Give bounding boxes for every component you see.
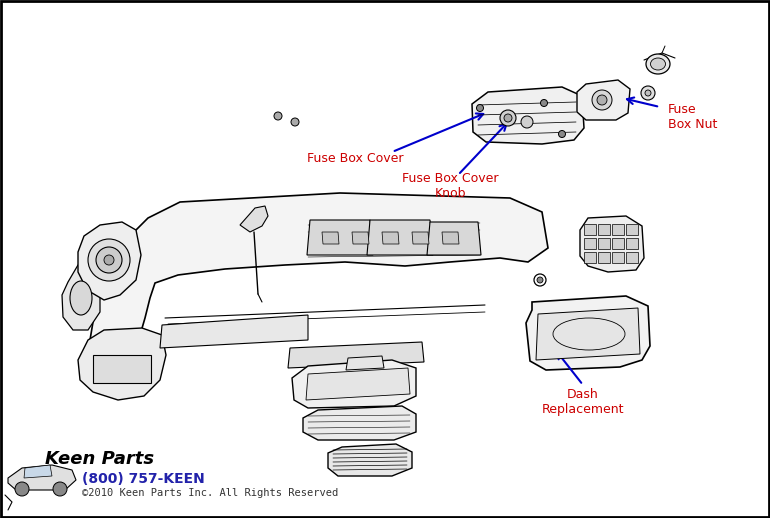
Circle shape [534,274,546,286]
Polygon shape [292,360,416,408]
Circle shape [15,482,29,496]
Polygon shape [322,232,339,244]
Polygon shape [536,308,640,360]
Bar [626,252,638,263]
Ellipse shape [70,281,92,315]
Polygon shape [24,465,52,478]
Bar [626,238,638,249]
Polygon shape [427,222,481,255]
Bar [598,238,610,249]
Circle shape [597,95,607,105]
Circle shape [645,90,651,96]
Polygon shape [307,220,373,255]
Circle shape [291,118,299,126]
Text: ©2010 Keen Parts Inc. All Rights Reserved: ©2010 Keen Parts Inc. All Rights Reserve… [82,488,338,498]
Circle shape [537,277,543,283]
Text: Fuse Box Cover
Knob: Fuse Box Cover Knob [402,172,498,200]
Polygon shape [412,232,429,244]
Circle shape [500,110,516,126]
Bar [612,238,624,249]
Polygon shape [472,87,584,144]
Text: (800) 757-KEEN: (800) 757-KEEN [82,472,205,486]
Polygon shape [62,260,100,330]
Text: Keen Parts: Keen Parts [45,450,154,468]
Circle shape [558,131,565,137]
Circle shape [477,105,484,111]
Polygon shape [160,315,308,348]
Polygon shape [306,368,410,400]
Polygon shape [442,232,459,244]
Bar [93,355,151,383]
Circle shape [104,255,114,265]
Bar [584,252,596,263]
Polygon shape [367,220,433,255]
Circle shape [53,482,67,496]
Polygon shape [346,356,384,370]
Polygon shape [577,80,630,120]
Polygon shape [580,216,644,272]
Ellipse shape [646,54,670,74]
Circle shape [641,86,655,100]
Text: Fuse Box Cover: Fuse Box Cover [306,152,403,165]
Bar [612,224,624,235]
Ellipse shape [651,58,665,70]
Polygon shape [328,444,412,476]
Polygon shape [288,342,424,368]
Circle shape [592,90,612,110]
Polygon shape [8,465,76,490]
Circle shape [504,114,512,122]
Polygon shape [303,406,416,440]
Polygon shape [382,232,399,244]
Polygon shape [526,296,650,370]
Bar [626,224,638,235]
Circle shape [88,239,130,281]
Text: Dash
Replacement: Dash Replacement [542,388,624,416]
Bar [584,238,596,249]
Polygon shape [240,206,268,232]
Circle shape [96,247,122,273]
Circle shape [541,99,547,107]
Circle shape [274,112,282,120]
Polygon shape [78,328,166,400]
Bar [598,224,610,235]
Bar [612,252,624,263]
Text: Fuse
Box Nut: Fuse Box Nut [668,103,718,131]
Polygon shape [352,232,369,244]
Bar [598,252,610,263]
Polygon shape [78,222,141,300]
Circle shape [521,116,533,128]
Polygon shape [80,193,548,385]
Bar [584,224,596,235]
